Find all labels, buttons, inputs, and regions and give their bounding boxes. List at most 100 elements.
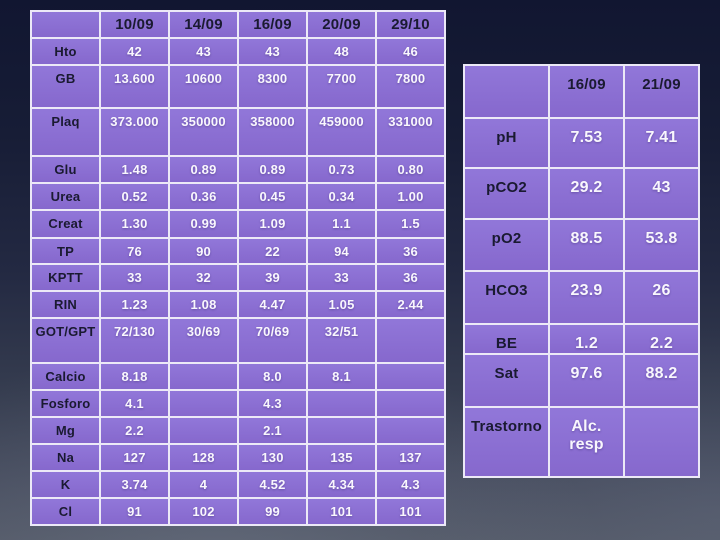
lab-results-table: 10/09 14/09 16/09 20/09 29/10 Hto 42 43 43 48 46 GB… [30, 10, 446, 526]
table-row: K 3.74 4 4.52 4.34 4.3 [30, 470, 446, 499]
cell-value: 13.600 [99, 64, 170, 109]
row-label: KPTT [30, 263, 101, 292]
cell-value [375, 389, 446, 418]
cell-value: 32 [168, 263, 239, 292]
column-header: 20/09 [306, 10, 377, 39]
cell-value [168, 389, 239, 418]
cell-value: 70/69 [237, 317, 308, 364]
row-label: Fosforo [30, 389, 101, 418]
cell-value [306, 389, 377, 418]
table-row: Trastorno Alc. resp [463, 406, 700, 478]
cell-value: 0.36 [168, 182, 239, 211]
cell-value: 91 [99, 497, 170, 526]
cell-value: 3.74 [99, 470, 170, 499]
cell-value: 1.2 [548, 323, 625, 355]
cell-value: 4.1 [99, 389, 170, 418]
row-label: pO2 [463, 218, 550, 272]
cell-value: 43 [168, 37, 239, 66]
row-label: pH [463, 117, 550, 169]
cell-value: 94 [306, 237, 377, 265]
row-label: GB [30, 64, 101, 109]
cell-value: 8.1 [306, 362, 377, 391]
row-label: pCO2 [463, 167, 550, 220]
cell-value: 90 [168, 237, 239, 265]
cell-value: 0.34 [306, 182, 377, 211]
cell-value: 127 [99, 443, 170, 472]
table-row: KPTT 33 32 39 33 36 [30, 263, 446, 292]
cell-value [375, 362, 446, 391]
cell-value: 0.99 [168, 209, 239, 239]
cell-value: 2.2 [99, 416, 170, 445]
cell-value: 130 [237, 443, 308, 472]
cell-value: 42 [99, 37, 170, 66]
row-label: Glu [30, 155, 101, 184]
cell-value: 53.8 [623, 218, 700, 272]
cell-value: Alc. resp [548, 406, 625, 478]
row-label: Sat [463, 353, 550, 408]
table-row: Sat 97.6 88.2 [463, 353, 700, 408]
column-header: 16/09 [237, 10, 308, 39]
cell-value: 4.52 [237, 470, 308, 499]
cell-value: 8300 [237, 64, 308, 109]
cell-value: 0.73 [306, 155, 377, 184]
table-row: Urea 0.52 0.36 0.45 0.34 1.00 [30, 182, 446, 211]
row-label: BE [463, 323, 550, 355]
table-row: Fosforo 4.1 4.3 [30, 389, 446, 418]
cell-value: 101 [306, 497, 377, 526]
table-row: Cl 91 102 99 101 101 [30, 497, 446, 526]
row-label: RIN [30, 290, 101, 319]
column-header: 29/10 [375, 10, 446, 39]
table-row: Na 127 128 130 135 137 [30, 443, 446, 472]
cell-value: 2.44 [375, 290, 446, 319]
cell-value: 33 [306, 263, 377, 292]
cell-value: 1.23 [99, 290, 170, 319]
corner-cell [463, 64, 550, 119]
cell-value: 7800 [375, 64, 446, 109]
cell-value: 29.2 [548, 167, 625, 220]
cell-value: 7700 [306, 64, 377, 109]
cell-value: 36 [375, 263, 446, 292]
cell-value: 43 [237, 37, 308, 66]
table-row: Creat 1.30 0.99 1.09 1.1 1.5 [30, 209, 446, 239]
cell-value: 2.2 [623, 323, 700, 355]
cell-value: 1.1 [306, 209, 377, 239]
cell-value: 32/51 [306, 317, 377, 364]
cell-value [375, 317, 446, 364]
cell-value: 7.53 [548, 117, 625, 169]
table-row: Mg 2.2 2.1 [30, 416, 446, 445]
table-row: GOT/GPT 72/130 30/69 70/69 32/51 [30, 317, 446, 364]
cell-value: 4 [168, 470, 239, 499]
cell-value: 373.000 [99, 107, 170, 157]
row-label: K [30, 470, 101, 499]
table-row: HCO3 23.9 26 [463, 270, 700, 325]
cell-value: 72/130 [99, 317, 170, 364]
header-row: 16/09 21/09 [463, 64, 700, 119]
row-label: Cl [30, 497, 101, 526]
cell-value [168, 416, 239, 445]
cell-value: 0.45 [237, 182, 308, 211]
cell-value: 88.2 [623, 353, 700, 408]
row-label: Calcio [30, 362, 101, 391]
table-row: pCO2 29.2 43 [463, 167, 700, 220]
column-header: 21/09 [623, 64, 700, 119]
cell-value: 137 [375, 443, 446, 472]
cell-value: 43 [623, 167, 700, 220]
cell-value: 1.08 [168, 290, 239, 319]
table-row: TP 76 90 22 94 36 [30, 237, 446, 265]
table-row: Hto 42 43 43 48 46 [30, 37, 446, 66]
cell-value: 0.89 [237, 155, 308, 184]
cell-value: 76 [99, 237, 170, 265]
row-label: GOT/GPT [30, 317, 101, 364]
cell-value [306, 416, 377, 445]
column-header: 10/09 [99, 10, 170, 39]
cell-value: 99 [237, 497, 308, 526]
cell-value: 0.80 [375, 155, 446, 184]
cell-value: 4.3 [237, 389, 308, 418]
cell-value: 1.48 [99, 155, 170, 184]
row-label: Hto [30, 37, 101, 66]
cell-value: 46 [375, 37, 446, 66]
cell-value: 23.9 [548, 270, 625, 325]
cell-value: 358000 [237, 107, 308, 157]
cell-value: 102 [168, 497, 239, 526]
cell-value: 1.00 [375, 182, 446, 211]
